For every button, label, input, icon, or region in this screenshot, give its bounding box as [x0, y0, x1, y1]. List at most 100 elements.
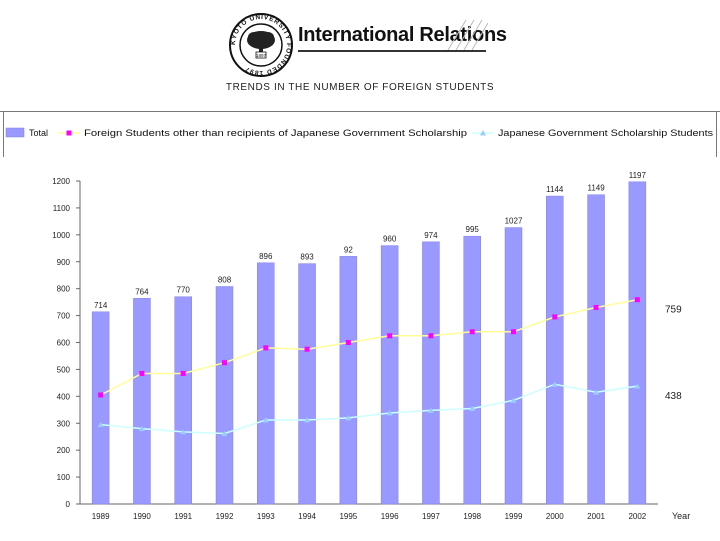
y-tick-label: 300 — [57, 419, 71, 428]
data-point-scholarship-students — [180, 428, 187, 435]
bar-value-label: 995 — [466, 225, 480, 234]
university-seal-logo: KYOTO UNIVERSITY FOUNDED 1897 1897 — [229, 13, 293, 77]
bar — [174, 296, 192, 505]
data-point-scholarship-students — [427, 407, 434, 413]
bar — [587, 194, 605, 505]
data-point-scholarship-students — [551, 381, 558, 387]
y-tick-label: 100 — [57, 473, 71, 482]
bar-value-label: 714 — [94, 301, 108, 310]
y-tick-label: 500 — [57, 365, 71, 374]
x-tick-label: 1998 — [463, 512, 481, 521]
header: KYOTO UNIVERSITY FOUNDED 1897 1897 Inter… — [0, 0, 720, 80]
bar-value-label: 896 — [259, 252, 273, 261]
y-tick-label: 0 — [66, 500, 71, 509]
legend-frame-left — [3, 111, 4, 157]
data-point-scholarship-students — [262, 417, 269, 423]
bar-value-label: 92 — [344, 245, 353, 254]
x-tick-label: 1993 — [257, 512, 275, 521]
y-tick-label: 1100 — [53, 204, 71, 213]
series-end-label: 438 — [665, 391, 682, 402]
brand-hatch-decoration — [447, 20, 488, 50]
bar — [339, 256, 358, 505]
chart-frame — [0, 111, 720, 541]
x-tick-label: 1989 — [92, 512, 110, 521]
data-point-foreign-students — [387, 333, 393, 339]
data-point-foreign-students — [222, 360, 227, 366]
bar — [298, 263, 316, 505]
data-point-foreign-students — [428, 333, 434, 339]
data-point-foreign-students — [511, 329, 516, 335]
data-point-foreign-students — [593, 305, 599, 311]
x-tick-label: 1991 — [174, 512, 192, 521]
bar-value-label: 808 — [218, 276, 232, 285]
legend-swatch-total — [5, 127, 25, 138]
bar — [628, 181, 647, 505]
data-point-foreign-students — [345, 340, 351, 345]
bar — [463, 235, 481, 505]
data-point-scholarship-students — [345, 414, 352, 421]
y-tick-label: 800 — [57, 285, 71, 294]
x-tick-label: 1999 — [505, 512, 523, 521]
x-tick-label: 1992 — [216, 512, 234, 521]
seal-year: 1897 — [256, 53, 267, 58]
y-tick-label: 1200 — [52, 177, 70, 186]
series-end-label: 759 — [665, 305, 682, 316]
bar-value-label: 1144 — [546, 185, 564, 194]
bar-value-label: 974 — [424, 231, 438, 240]
bar-value-label: 764 — [135, 287, 149, 296]
legend-label-total: Total — [29, 128, 48, 138]
data-point-scholarship-students — [386, 410, 393, 416]
data-point-foreign-students — [263, 345, 269, 351]
y-tick-label: 900 — [57, 258, 71, 267]
bar-value-label: 1027 — [505, 217, 523, 226]
bar-value-label: 893 — [300, 253, 314, 262]
legend-marker-foreign-students — [66, 130, 72, 136]
legend-frame-right — [716, 111, 717, 157]
data-point-foreign-students — [98, 392, 104, 398]
x-tick-label: 1996 — [381, 512, 399, 521]
x-tick-label: 1997 — [422, 512, 440, 521]
x-tick-label: 1990 — [133, 512, 151, 521]
data-point-scholarship-students — [221, 430, 228, 436]
data-point-foreign-students — [180, 370, 186, 376]
bar — [504, 227, 523, 505]
bar-value-label: 960 — [383, 235, 397, 244]
series-line-scholarship-students — [100, 383, 638, 435]
chart-title: TRENDS IN THE NUMBER OF FOREIGN STUDENTS — [225, 82, 495, 93]
data-point-foreign-students — [634, 297, 640, 303]
x-tick-label: 1995 — [339, 512, 357, 521]
y-tick-label: 700 — [57, 312, 71, 321]
data-point-foreign-students — [139, 370, 145, 376]
x-axis-label: Year — [672, 511, 690, 521]
y-tick-label: 600 — [57, 339, 71, 348]
brand-title: International Relations — [298, 24, 507, 46]
bar — [546, 195, 564, 505]
data-point-scholarship-students — [634, 383, 641, 389]
legend-marker-scholarship-students — [480, 130, 486, 136]
bar-value-label: 1149 — [587, 184, 605, 193]
bar — [133, 298, 151, 505]
bar — [422, 241, 440, 505]
legend-label-scholarship-students: Japanese Government Scholarship Students — [498, 128, 714, 138]
data-point-scholarship-students — [138, 425, 145, 432]
x-tick-label: 2001 — [587, 512, 605, 521]
y-tick-label: 1000 — [52, 231, 70, 240]
data-point-foreign-students — [552, 314, 558, 320]
x-tick-label: 2000 — [546, 512, 564, 521]
bar-value-label: 1197 — [629, 171, 647, 180]
y-tick-label: 400 — [57, 392, 71, 401]
bar-value-label: 770 — [177, 286, 191, 295]
data-point-scholarship-students — [469, 405, 476, 411]
x-tick-label: 1994 — [298, 512, 316, 521]
y-tick-label: 200 — [57, 446, 71, 455]
bar — [91, 311, 110, 505]
data-point-scholarship-students — [97, 421, 104, 428]
brand-underline — [298, 50, 486, 52]
bar — [380, 245, 399, 505]
data-point-scholarship-students — [304, 417, 311, 423]
data-point-scholarship-students — [510, 397, 517, 403]
x-tick-label: 2002 — [628, 512, 646, 521]
bar — [257, 262, 275, 505]
series-line-foreign-students — [100, 298, 638, 396]
